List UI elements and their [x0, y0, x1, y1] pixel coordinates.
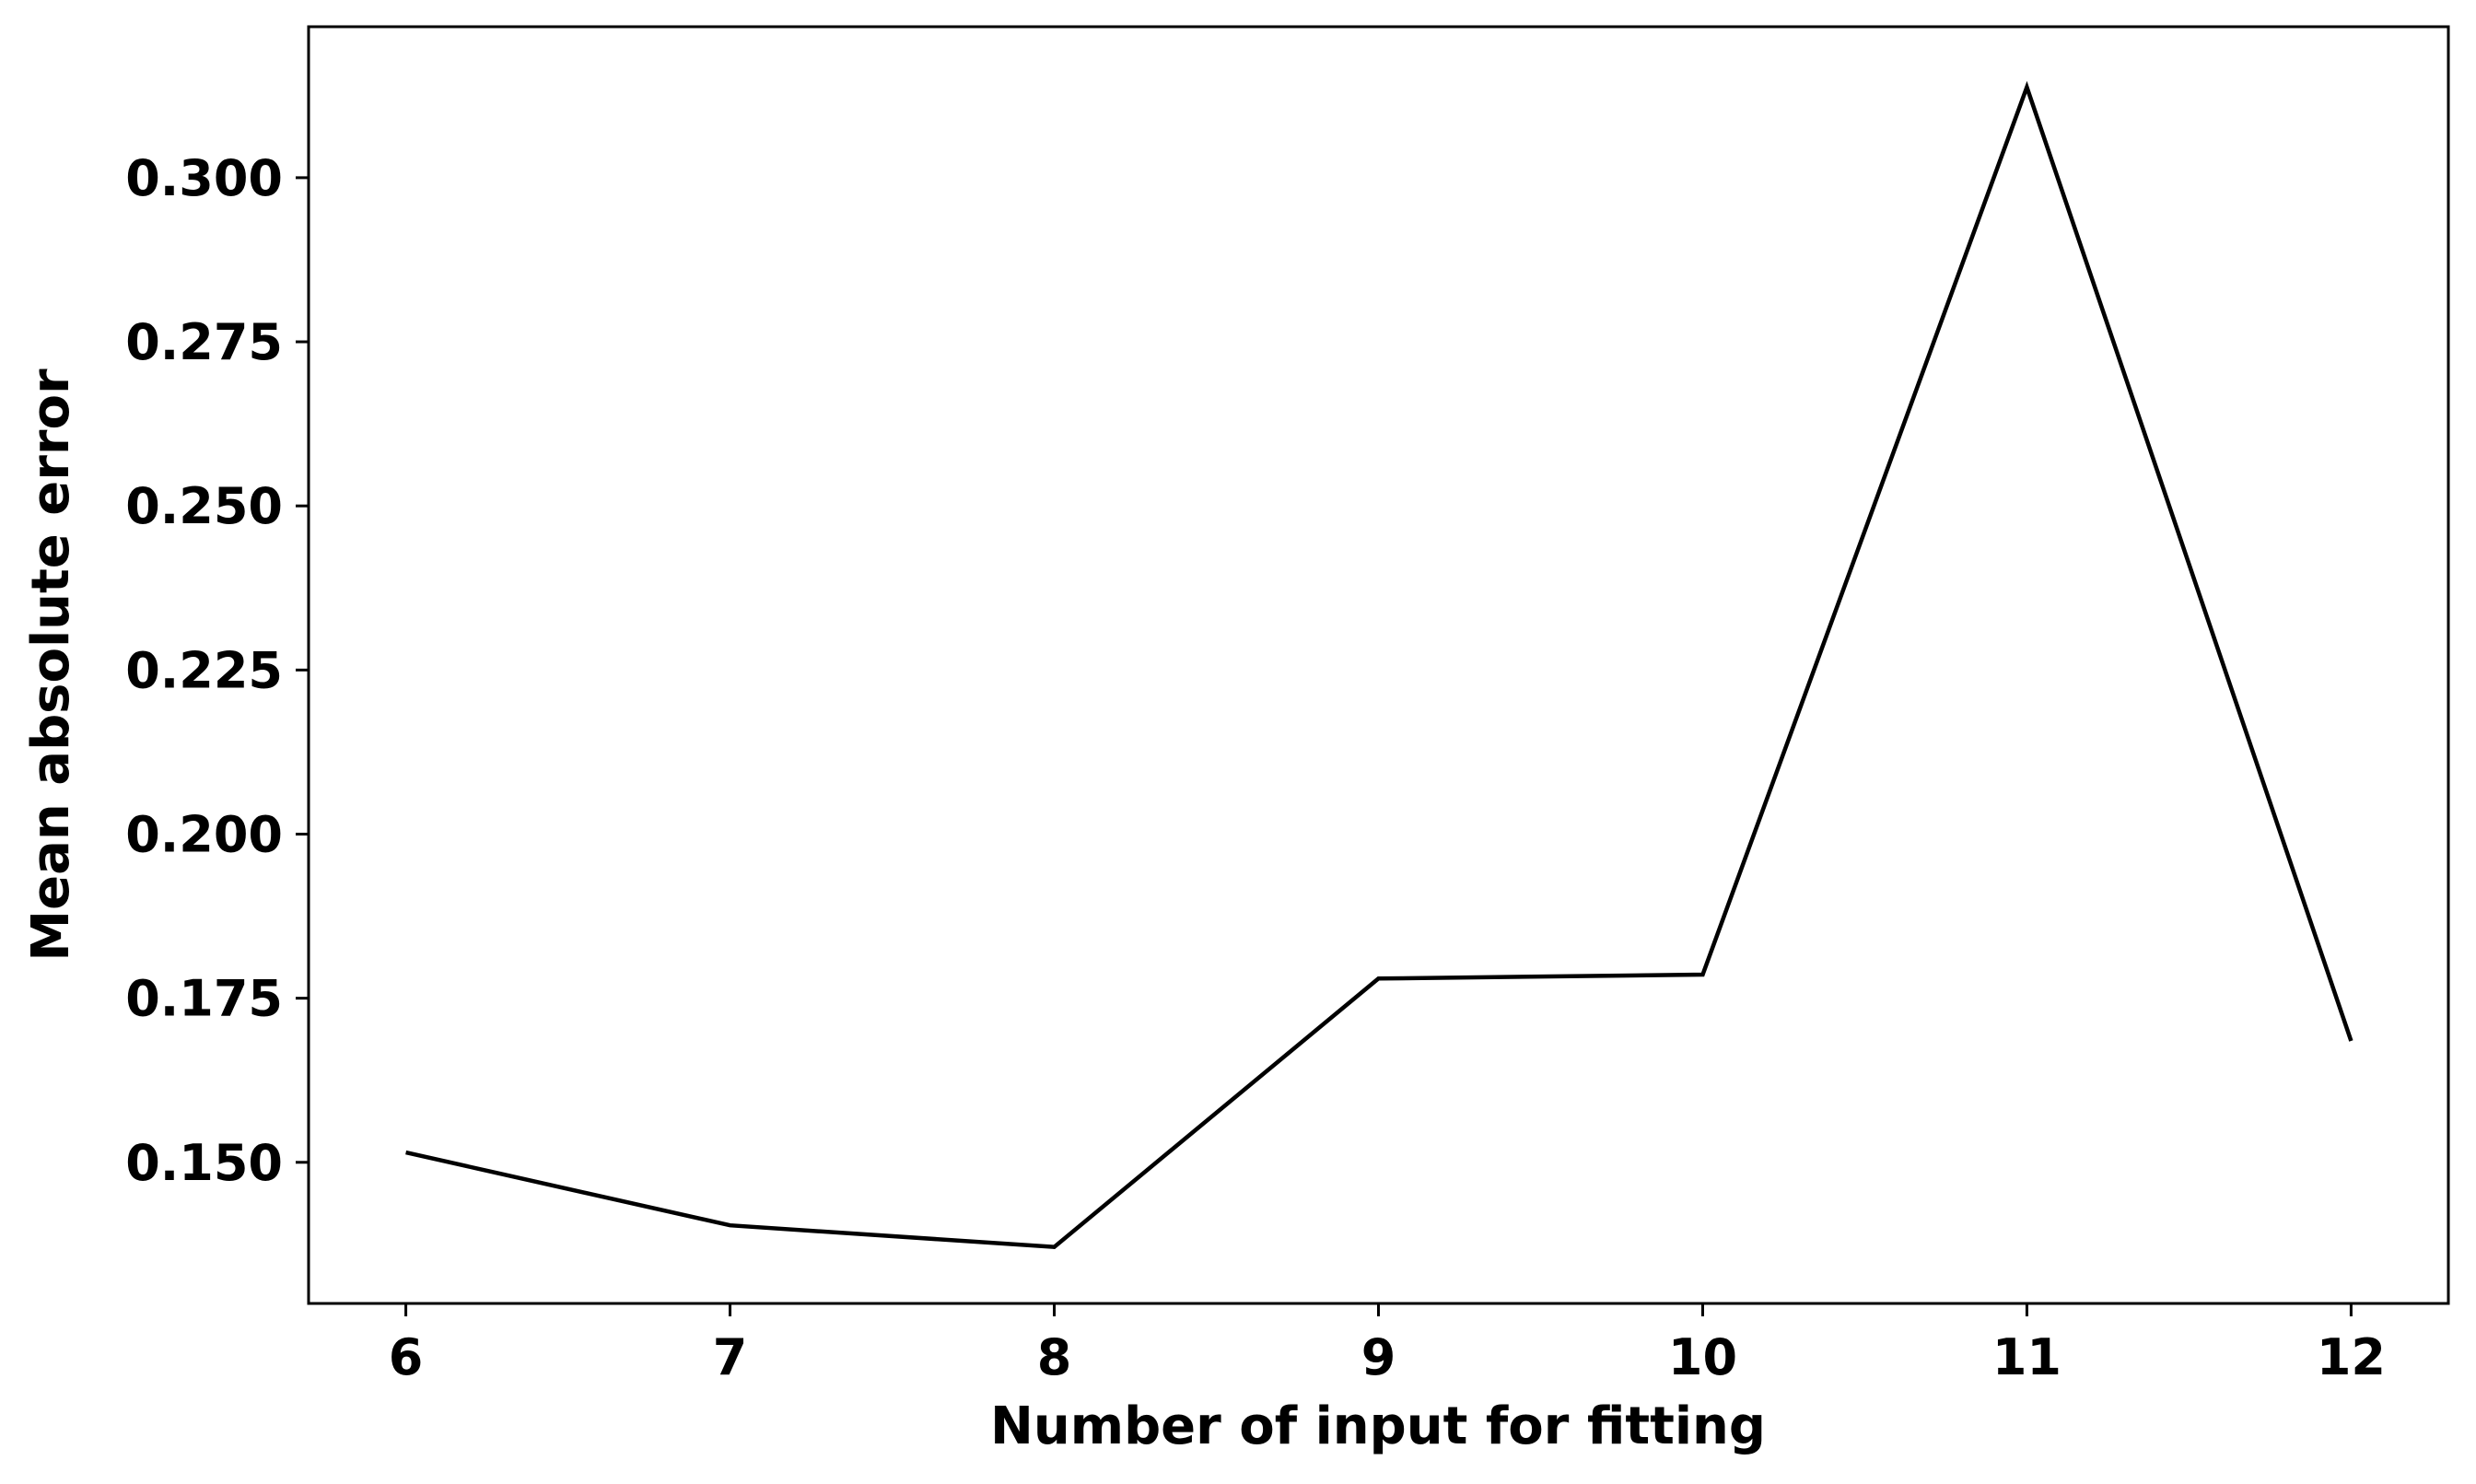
- x-axis: 6 7 8 9 10 11 12: [389, 1303, 2386, 1386]
- x-tick-label: 8: [1037, 1328, 1072, 1386]
- y-tick-label: 0.200: [125, 805, 283, 863]
- y-tick-label: 0.275: [125, 313, 283, 371]
- y-tick-label: 0.225: [125, 641, 283, 699]
- x-tick-label: 6: [389, 1328, 424, 1386]
- plot-area: [307, 25, 2450, 1305]
- y-tick-label: 0.150: [125, 1134, 283, 1192]
- y-axis: 0.150 0.175 0.200 0.225 0.250 0.275 0.300: [125, 149, 309, 1192]
- y-tick-label: 0.250: [125, 477, 283, 535]
- x-tick-label: 12: [2317, 1328, 2386, 1386]
- y-tick-label: 0.175: [125, 970, 283, 1028]
- x-axis-label: Number of input for fitting: [990, 1396, 1766, 1456]
- y-axis-label: Mean absolute error: [21, 368, 81, 962]
- series-line: [405, 80, 2353, 1250]
- x-tick-label: 11: [1992, 1328, 2061, 1386]
- x-tick-label: 10: [1668, 1328, 1737, 1386]
- x-tick-label: 7: [713, 1328, 748, 1386]
- x-tick-label: 9: [1361, 1328, 1396, 1386]
- y-tick-label: 0.300: [125, 149, 283, 207]
